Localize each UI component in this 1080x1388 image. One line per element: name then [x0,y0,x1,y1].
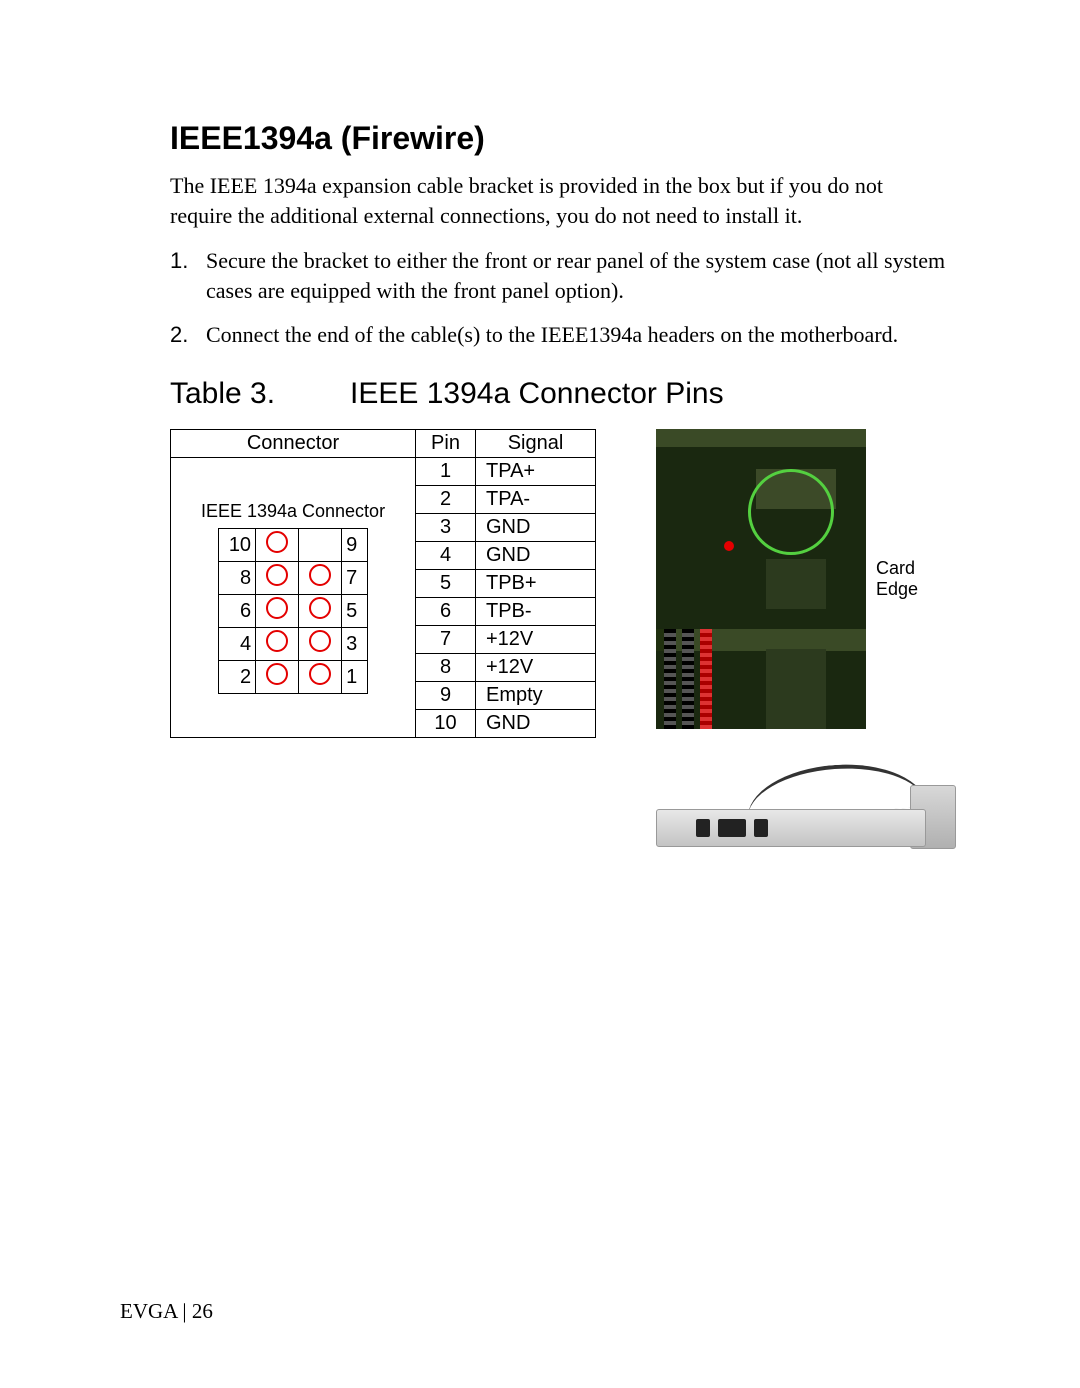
pin-diagram: 10 9 8 7 [179,528,407,694]
table-row: TPA+ [476,458,596,486]
highlight-ring-icon [748,469,834,555]
table-row: 3 [416,514,476,542]
table-row: +12V [476,626,596,654]
table-row: 9 [416,682,476,710]
card-edge-label: Card Edge [876,558,918,601]
table-row: TPA- [476,486,596,514]
table-row: 1 [416,458,476,486]
step-number: 2. [170,320,206,350]
table-caption-title: IEEE 1394a Connector Pins [350,377,724,411]
steps-list: 1. Secure the bracket to either the fron… [170,246,950,349]
table-caption: Table 3. IEEE 1394a Connector Pins [170,377,950,411]
motherboard-image [656,429,866,729]
table-row: 10 [416,710,476,738]
step-text: Secure the bracket to either the front o… [206,246,950,305]
table-row: 6 [416,598,476,626]
section-heading: IEEE1394a (Firewire) [170,120,950,157]
table-row: TPB+ [476,570,596,598]
table-row: 4 [416,542,476,570]
step-number: 1. [170,246,206,276]
page-footer: EVGA | 26 [120,1299,213,1324]
step-1: 1. Secure the bracket to either the fron… [170,246,950,305]
table-row: 8 [416,654,476,682]
col-signal: Signal [476,430,596,458]
table-row: 7 [416,626,476,654]
table-row: +12V [476,654,596,682]
table-row: 5 [416,570,476,598]
col-connector: Connector [171,430,416,458]
bracket-image [656,765,956,855]
col-pin: Pin [416,430,476,458]
table-row: GND [476,710,596,738]
connector-cell: IEEE 1394a Connector 10 9 8 [171,458,416,738]
table-row: 2 [416,486,476,514]
step-text: Connect the end of the cable(s) to the I… [206,320,950,350]
intro-paragraph: The IEEE 1394a expansion cable bracket i… [170,171,950,230]
step-2: 2. Connect the end of the cable(s) to th… [170,320,950,350]
table-row: Empty [476,682,596,710]
table-row: GND [476,542,596,570]
connector-label: IEEE 1394a Connector [179,501,407,522]
pin-table: Connector Pin Signal IEEE 1394a Connecto… [170,429,596,738]
table-caption-label: Table 3. [170,377,350,411]
table-row: GND [476,514,596,542]
table-row: TPB- [476,598,596,626]
